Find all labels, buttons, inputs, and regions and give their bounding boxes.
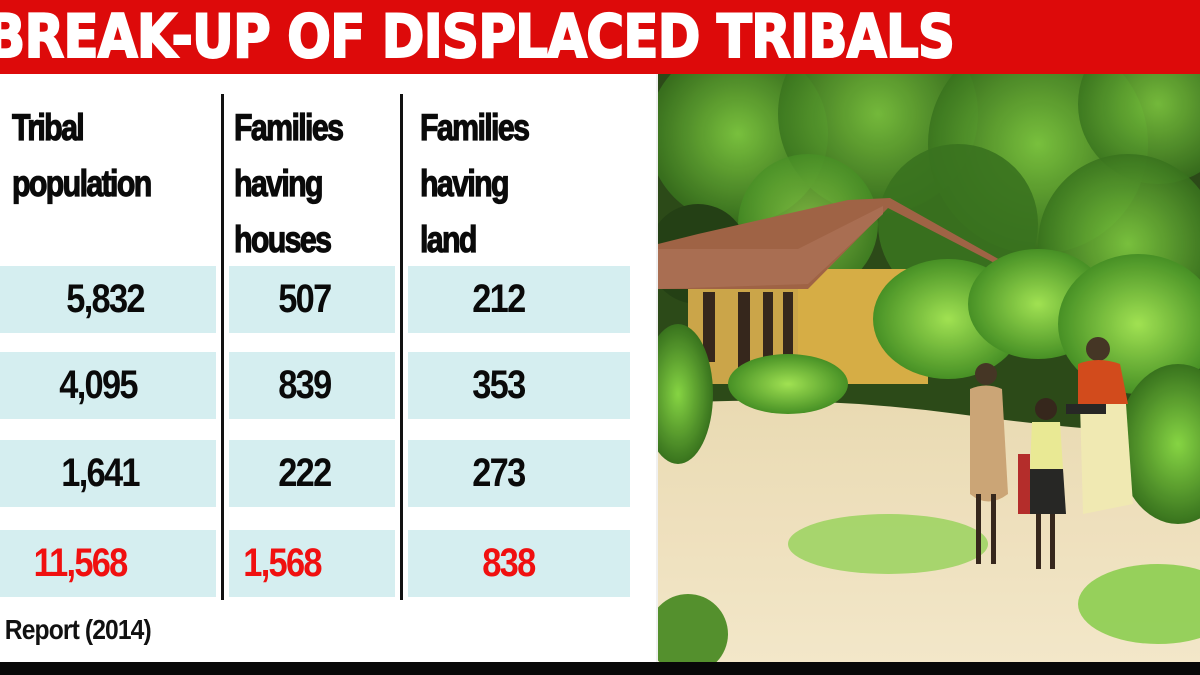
cell-tribal-population: 5,832 bbox=[66, 277, 145, 321]
bushes bbox=[658, 249, 1200, 662]
cell-families-land: 212 bbox=[471, 277, 526, 321]
row-band bbox=[0, 530, 216, 597]
cell-families-houses: 507 bbox=[277, 277, 332, 321]
data-table-panel: Tribal population Families having houses… bbox=[0, 74, 658, 662]
row-band bbox=[0, 266, 216, 333]
row-band bbox=[229, 440, 395, 507]
title-banner: BREAK-UP OF DISPLACED TRIBALS bbox=[0, 0, 1200, 74]
row-band bbox=[229, 352, 395, 419]
row-band bbox=[0, 352, 216, 419]
cell-tribal-population: 4,095 bbox=[59, 363, 138, 407]
cell-families-houses: 839 bbox=[277, 363, 332, 407]
cell-tribal-population: 1,641 bbox=[61, 451, 140, 495]
column-header-tribal-population: Tribal population bbox=[12, 106, 153, 204]
bottom-bar bbox=[0, 662, 1200, 675]
column-header-families-having-land: Families having land bbox=[420, 106, 531, 260]
row-band bbox=[0, 440, 216, 507]
photo-tribal-hut bbox=[658, 74, 1200, 662]
photo-illustration bbox=[658, 74, 1200, 662]
column-divider bbox=[400, 94, 403, 600]
row-band bbox=[229, 266, 395, 333]
total-families-houses: 1,568 bbox=[243, 541, 322, 585]
total-families-land: 838 bbox=[481, 541, 536, 585]
row-band bbox=[408, 440, 630, 507]
cell-families-land: 273 bbox=[471, 451, 526, 495]
cell-families-houses: 222 bbox=[277, 451, 332, 495]
row-band bbox=[408, 352, 630, 419]
row-band bbox=[408, 266, 630, 333]
source-credit: e Report (2014) bbox=[0, 614, 152, 645]
column-divider bbox=[221, 94, 224, 600]
row-band bbox=[408, 530, 630, 597]
banner-title: BREAK-UP OF DISPLACED TRIBALS bbox=[0, 1, 956, 73]
column-header-families-having-houses: Families having houses bbox=[234, 106, 345, 260]
people bbox=[970, 337, 1133, 569]
total-tribal-population: 11,568 bbox=[33, 541, 128, 585]
row-band bbox=[229, 530, 395, 597]
cell-families-land: 353 bbox=[471, 363, 526, 407]
